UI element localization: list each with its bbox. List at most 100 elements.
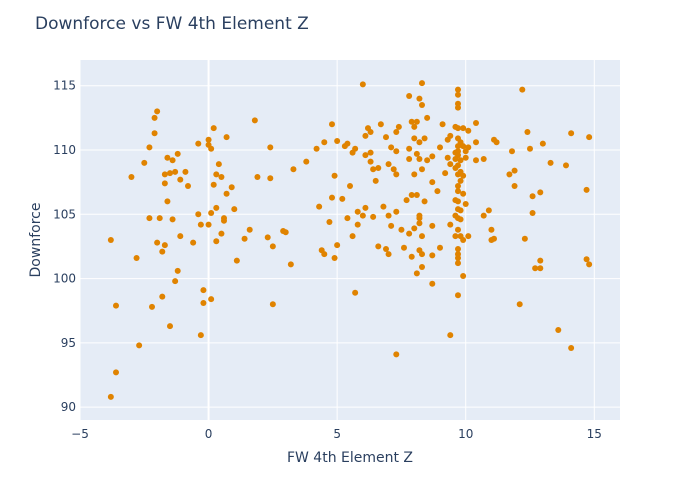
data-point — [465, 144, 472, 151]
data-point — [429, 153, 436, 160]
data-point — [190, 239, 197, 246]
data-point — [254, 174, 261, 180]
data-point — [172, 278, 179, 285]
data-point — [455, 226, 461, 233]
data-point — [480, 212, 487, 219]
data-point — [406, 156, 413, 162]
data-point — [213, 171, 220, 178]
data-point — [393, 129, 400, 135]
data-point — [169, 157, 176, 164]
data-point — [167, 170, 173, 177]
data-point — [473, 139, 479, 146]
data-point — [213, 204, 220, 211]
data-point — [149, 303, 155, 310]
data-point — [354, 221, 361, 228]
data-point — [416, 156, 423, 162]
data-point — [537, 257, 544, 264]
data-point — [455, 198, 461, 205]
y-tick-label: 90 — [61, 400, 76, 414]
data-point — [586, 261, 593, 268]
data-point — [455, 162, 461, 169]
data-point — [439, 121, 446, 128]
data-point — [455, 246, 461, 252]
data-point — [465, 233, 472, 240]
data-point — [421, 198, 428, 205]
data-point — [460, 125, 467, 132]
x-axis-label: FW 4th Element Z — [287, 450, 413, 466]
y-tick-label: 95 — [61, 336, 76, 350]
data-point — [375, 165, 382, 171]
data-point — [385, 161, 392, 168]
data-point — [460, 237, 467, 243]
data-point — [457, 207, 464, 214]
data-point — [151, 114, 158, 121]
data-point — [205, 136, 212, 143]
data-point — [362, 204, 369, 211]
data-point — [491, 235, 497, 242]
data-point — [393, 208, 400, 215]
data-point — [455, 86, 461, 93]
data-point — [457, 216, 464, 223]
data-point — [159, 293, 166, 300]
data-point — [174, 150, 181, 157]
data-point — [200, 300, 207, 306]
data-point — [362, 152, 369, 159]
data-point — [334, 138, 341, 144]
data-point — [380, 203, 387, 210]
data-point — [393, 148, 400, 155]
data-point — [329, 121, 335, 128]
data-point — [521, 235, 528, 242]
data-point — [429, 222, 436, 229]
data-point — [416, 215, 423, 222]
data-point — [156, 215, 163, 222]
data-point — [447, 332, 454, 339]
data-point — [529, 193, 536, 200]
data-point — [411, 135, 418, 142]
data-point — [429, 179, 436, 186]
data-point — [419, 166, 425, 173]
data-point — [197, 332, 204, 339]
data-point — [107, 393, 114, 400]
data-point — [287, 261, 294, 268]
data-point — [241, 235, 248, 242]
data-point — [583, 186, 590, 193]
data-point — [146, 215, 153, 222]
data-point — [455, 183, 461, 189]
data-point — [251, 117, 258, 124]
data-point — [167, 323, 173, 330]
y-tick-label: 110 — [53, 143, 76, 157]
data-point — [359, 212, 366, 219]
data-point — [354, 208, 361, 215]
data-point — [406, 93, 413, 99]
data-point — [195, 211, 202, 218]
data-point — [370, 213, 377, 220]
data-point — [568, 345, 575, 351]
data-point — [195, 140, 202, 147]
data-point — [133, 255, 140, 261]
data-point — [334, 242, 341, 249]
data-point — [419, 102, 425, 108]
data-point — [388, 144, 395, 151]
data-point — [169, 216, 176, 223]
data-point — [352, 289, 359, 296]
data-point — [113, 302, 119, 309]
data-point — [210, 125, 217, 132]
data-point — [159, 248, 166, 255]
data-point — [385, 251, 392, 258]
data-point — [269, 301, 276, 308]
data-point — [218, 230, 225, 237]
data-point — [329, 194, 335, 201]
data-point — [372, 177, 379, 184]
data-point — [457, 177, 464, 184]
data-point — [161, 180, 168, 187]
data-point — [555, 327, 562, 333]
data-point — [128, 174, 135, 180]
data-point — [537, 189, 544, 196]
data-point — [408, 192, 415, 198]
data-point — [563, 162, 569, 169]
data-point — [455, 125, 461, 132]
data-point — [416, 220, 423, 227]
x-tick-label: 10 — [458, 427, 473, 441]
data-point — [282, 229, 289, 236]
